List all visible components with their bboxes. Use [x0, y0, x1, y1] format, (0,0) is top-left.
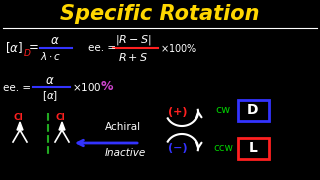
Text: ee. =: ee. = — [88, 43, 116, 53]
Text: $\lambda \cdot c$: $\lambda \cdot c$ — [40, 50, 61, 62]
Text: $[\alpha]$: $[\alpha]$ — [5, 40, 23, 55]
Text: Cl: Cl — [14, 114, 24, 123]
Text: cw: cw — [215, 105, 230, 115]
Text: Cl: Cl — [56, 114, 66, 123]
Text: $\alpha$: $\alpha$ — [45, 73, 55, 87]
Text: D: D — [24, 48, 31, 57]
Text: $[\alpha]$: $[\alpha]$ — [42, 89, 58, 103]
Text: $\alpha$: $\alpha$ — [50, 35, 60, 48]
Polygon shape — [59, 122, 65, 130]
Text: $|R-S|$: $|R-S|$ — [115, 33, 151, 47]
Text: ccw: ccw — [213, 143, 233, 153]
Text: $R+S$: $R+S$ — [118, 51, 148, 63]
Text: Specific Rotation: Specific Rotation — [60, 4, 260, 24]
Text: L: L — [249, 141, 257, 155]
Text: Achiral: Achiral — [105, 122, 141, 132]
Text: %: % — [101, 80, 114, 93]
Text: $\times 100\%$: $\times 100\%$ — [160, 42, 197, 54]
Text: D: D — [247, 103, 259, 117]
Text: (+): (+) — [168, 107, 188, 117]
Polygon shape — [17, 122, 23, 130]
Text: =: = — [29, 42, 39, 55]
Text: (−): (−) — [168, 143, 188, 153]
Text: ee. =: ee. = — [3, 83, 31, 93]
Text: Inactive: Inactive — [105, 148, 146, 158]
Text: $\times 100$: $\times 100$ — [72, 81, 102, 93]
